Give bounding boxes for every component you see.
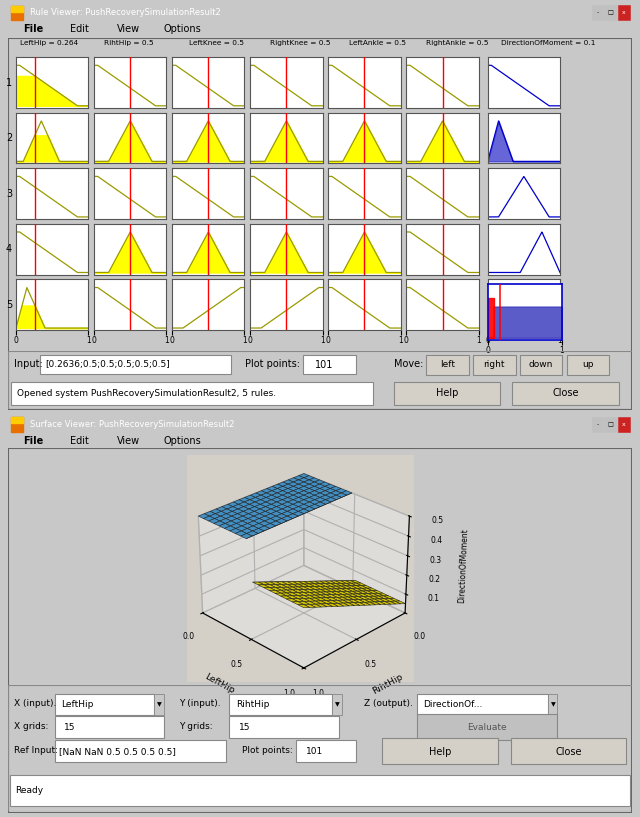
Text: File: File: [23, 25, 44, 34]
Bar: [12, 417, 22, 431]
Bar: [618, 5, 630, 20]
Bar: [473, 355, 515, 375]
Text: Move:: Move:: [394, 359, 423, 369]
Text: down: down: [529, 360, 554, 369]
Text: up: up: [582, 360, 594, 369]
Bar: [54, 717, 164, 738]
Text: 101: 101: [315, 359, 333, 370]
Text: RihtHip: RihtHip: [236, 700, 269, 709]
Bar: [520, 355, 563, 375]
Text: -: -: [596, 422, 599, 427]
Text: X grids:: X grids:: [14, 722, 48, 731]
Text: Help: Help: [429, 747, 451, 757]
Text: LeftHip = 0.264: LeftHip = 0.264: [20, 39, 78, 46]
Bar: [618, 417, 630, 432]
Bar: [417, 694, 548, 715]
Text: File: File: [23, 436, 44, 446]
Bar: [11, 382, 373, 405]
Text: LeftKnee = 0.5: LeftKnee = 0.5: [189, 39, 244, 46]
Text: LeftHip: LeftHip: [61, 700, 93, 709]
Text: ▼: ▼: [157, 703, 162, 708]
Text: Opened system PushRecoverySimulationResult2, 5 rules.: Opened system PushRecoverySimulationResu…: [17, 389, 276, 398]
Text: Close: Close: [555, 747, 582, 757]
Bar: [592, 5, 604, 20]
Bar: [154, 694, 164, 715]
Bar: [12, 417, 22, 423]
Bar: [605, 5, 617, 20]
Bar: [548, 694, 557, 715]
Text: LeftAnkle = 0.5: LeftAnkle = 0.5: [349, 39, 406, 46]
Text: Y (input).: Y (input).: [179, 699, 221, 708]
Bar: [40, 355, 230, 374]
Text: [0.2636;0.5;0.5;0.5;0.5;0.5]: [0.2636;0.5;0.5;0.5;0.5;0.5]: [45, 360, 170, 369]
Text: ▼: ▼: [335, 703, 340, 708]
Text: Evaluate: Evaluate: [467, 723, 507, 732]
Bar: [383, 738, 498, 765]
Text: Z (output).: Z (output).: [364, 699, 413, 708]
Bar: [10, 775, 630, 806]
Text: x: x: [622, 10, 626, 16]
Text: ▼: ▼: [550, 703, 556, 708]
Text: □: □: [608, 422, 614, 427]
Text: Y grids:: Y grids:: [179, 722, 213, 731]
Text: left: left: [440, 360, 455, 369]
Text: View: View: [117, 436, 140, 446]
Text: X (input).: X (input).: [14, 699, 56, 708]
Bar: [12, 6, 22, 20]
Text: 3: 3: [6, 189, 12, 199]
Text: RightAnkle = 0.5: RightAnkle = 0.5: [426, 39, 489, 46]
Text: RightKnee = 0.5: RightKnee = 0.5: [270, 39, 330, 46]
Bar: [426, 355, 468, 375]
Bar: [605, 417, 617, 432]
Text: 15: 15: [239, 723, 250, 732]
Bar: [303, 355, 356, 374]
Text: Rule Viewer: PushRecoverySimulationResult2: Rule Viewer: PushRecoverySimulationResul…: [29, 8, 220, 17]
Text: 5: 5: [6, 300, 12, 310]
Bar: [567, 355, 609, 375]
Text: Ref Input:: Ref Input:: [14, 746, 58, 755]
Text: Options: Options: [164, 436, 202, 446]
X-axis label: LeftHip: LeftHip: [204, 672, 236, 695]
Text: View: View: [117, 25, 140, 34]
Text: 4: 4: [6, 244, 12, 254]
Text: Plot points:: Plot points:: [245, 359, 300, 369]
Y-axis label: RihtHip: RihtHip: [371, 672, 405, 696]
Text: RihtHip = 0.5: RihtHip = 0.5: [104, 39, 154, 46]
Text: [NaN NaN 0.5 0.5 0.5 0.5]: [NaN NaN 0.5 0.5 0.5 0.5]: [59, 748, 176, 757]
Bar: [229, 694, 333, 715]
Text: 101: 101: [307, 748, 323, 757]
Bar: [511, 738, 626, 765]
Text: Input:: Input:: [14, 359, 43, 369]
Bar: [229, 717, 339, 738]
Bar: [54, 694, 154, 715]
Text: Options: Options: [164, 25, 202, 34]
Text: Ready: Ready: [15, 786, 44, 795]
Text: Surface Viewer: PushRecoverySimulationResult2: Surface Viewer: PushRecoverySimulationRe…: [29, 420, 234, 429]
Bar: [417, 714, 557, 740]
Text: -: -: [596, 10, 599, 16]
Text: Plot points:: Plot points:: [242, 746, 292, 755]
Bar: [12, 6, 22, 11]
Text: 1: 1: [6, 78, 12, 87]
Bar: [54, 740, 227, 762]
Text: Help: Help: [436, 388, 458, 399]
Bar: [394, 382, 500, 405]
Bar: [296, 740, 356, 762]
Bar: [333, 694, 342, 715]
Text: Edit: Edit: [70, 436, 89, 446]
Bar: [592, 417, 604, 432]
Text: Edit: Edit: [70, 25, 89, 34]
Bar: [513, 382, 619, 405]
Text: DirectionOf...: DirectionOf...: [423, 700, 483, 709]
Text: Close: Close: [552, 388, 579, 399]
Text: DirectionOfMoment = 0.1: DirectionOfMoment = 0.1: [501, 39, 596, 46]
Text: □: □: [608, 10, 614, 16]
Text: right: right: [484, 360, 505, 369]
Text: x: x: [622, 422, 626, 427]
Text: 15: 15: [64, 723, 76, 732]
Text: 2: 2: [6, 133, 12, 143]
